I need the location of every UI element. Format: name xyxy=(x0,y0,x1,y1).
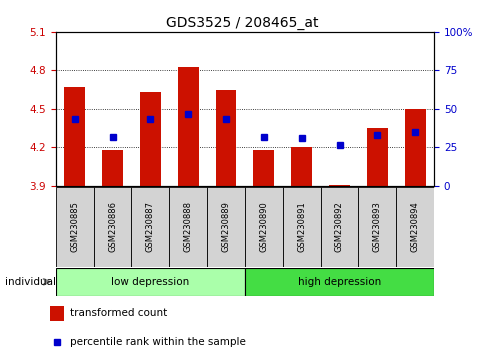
Bar xyxy=(320,187,358,267)
Bar xyxy=(102,150,122,186)
Bar xyxy=(64,87,85,186)
Bar xyxy=(207,187,244,267)
Text: low depression: low depression xyxy=(111,277,189,287)
Text: GSM230894: GSM230894 xyxy=(410,201,419,252)
Text: transformed count: transformed count xyxy=(70,308,167,318)
Text: individual: individual xyxy=(5,277,56,287)
Text: GSM230888: GSM230888 xyxy=(183,201,192,252)
Bar xyxy=(131,187,169,267)
Bar xyxy=(56,268,244,296)
Bar xyxy=(140,92,160,186)
Bar xyxy=(366,128,387,186)
Text: GSM230890: GSM230890 xyxy=(259,201,268,252)
Bar xyxy=(282,187,320,267)
Bar xyxy=(215,90,236,186)
Text: GSM230891: GSM230891 xyxy=(297,201,305,252)
Text: GSM230893: GSM230893 xyxy=(372,201,381,252)
Bar xyxy=(395,187,433,267)
Text: GSM230885: GSM230885 xyxy=(70,201,79,252)
Bar xyxy=(244,268,433,296)
Text: GSM230892: GSM230892 xyxy=(334,201,343,252)
Bar xyxy=(178,67,198,186)
Bar xyxy=(93,187,131,267)
Bar xyxy=(253,150,273,186)
Bar xyxy=(358,187,395,267)
Bar xyxy=(50,306,64,321)
Bar xyxy=(56,187,93,267)
Bar xyxy=(291,147,311,186)
Text: GSM230886: GSM230886 xyxy=(108,201,117,252)
Bar xyxy=(329,184,349,186)
Text: GDS3525 / 208465_at: GDS3525 / 208465_at xyxy=(166,16,318,30)
Bar xyxy=(169,187,207,267)
Text: percentile rank within the sample: percentile rank within the sample xyxy=(70,337,245,347)
Text: GSM230887: GSM230887 xyxy=(146,201,154,252)
Text: GSM230889: GSM230889 xyxy=(221,201,230,252)
Bar xyxy=(244,187,282,267)
Bar xyxy=(404,109,424,186)
Text: high depression: high depression xyxy=(297,277,380,287)
